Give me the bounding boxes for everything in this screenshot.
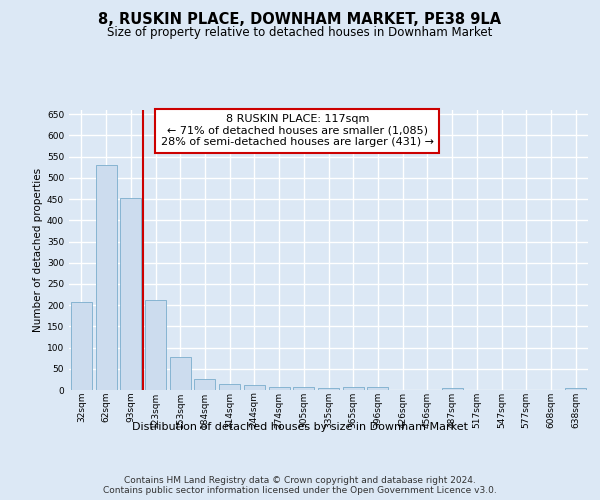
Bar: [269, 386, 290, 390]
Bar: [318, 388, 339, 390]
Text: Size of property relative to detached houses in Downham Market: Size of property relative to detached ho…: [107, 26, 493, 39]
Bar: [367, 388, 388, 390]
Bar: [120, 198, 141, 390]
Y-axis label: Number of detached properties: Number of detached properties: [33, 168, 43, 332]
Bar: [95, 165, 116, 390]
Bar: [71, 302, 92, 390]
Bar: [194, 378, 215, 390]
Bar: [170, 357, 191, 390]
Text: 8 RUSKIN PLACE: 117sqm
← 71% of detached houses are smaller (1,085)
28% of semi-: 8 RUSKIN PLACE: 117sqm ← 71% of detached…: [161, 114, 434, 148]
Bar: [293, 386, 314, 390]
Bar: [145, 300, 166, 390]
Bar: [219, 384, 240, 390]
Text: Distribution of detached houses by size in Downham Market: Distribution of detached houses by size …: [132, 422, 468, 432]
Bar: [565, 388, 586, 390]
Bar: [343, 386, 364, 390]
Bar: [442, 388, 463, 390]
Text: 8, RUSKIN PLACE, DOWNHAM MARKET, PE38 9LA: 8, RUSKIN PLACE, DOWNHAM MARKET, PE38 9L…: [98, 12, 502, 28]
Text: Contains HM Land Registry data © Crown copyright and database right 2024.
Contai: Contains HM Land Registry data © Crown c…: [103, 476, 497, 495]
Bar: [244, 385, 265, 390]
